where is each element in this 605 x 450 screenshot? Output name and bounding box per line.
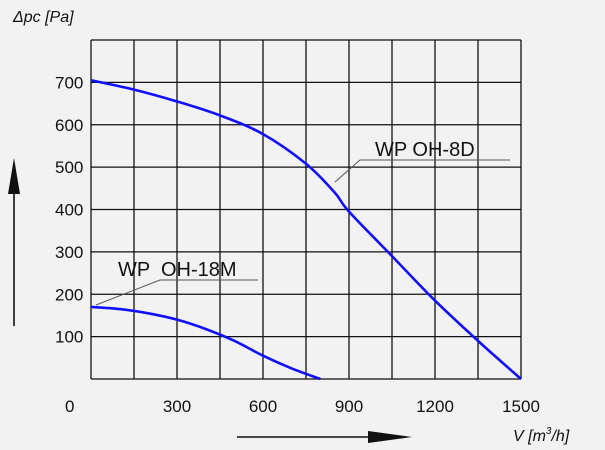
x-tick-label: 600: [249, 397, 277, 416]
y-tick-label: 500: [55, 158, 83, 177]
y-axis-title: Δpc [Pa]: [12, 9, 74, 26]
y-tick-label: 300: [55, 243, 83, 262]
series-label-wp-oh-18m: WP OH-18M: [118, 259, 237, 281]
x-direction-arrow-head: [368, 431, 412, 443]
x-tick-label: 300: [163, 397, 191, 416]
x-tick-label: 0: [65, 397, 74, 416]
x-axis-title: V [m3/h]: [513, 426, 570, 445]
y-tick-label: 600: [55, 116, 83, 135]
y-tick-label: 100: [55, 328, 83, 347]
series-label-wp-oh-8d: WP OH-8D: [375, 139, 475, 161]
x-tick-label: 900: [335, 397, 363, 416]
y-tick-label: 200: [55, 285, 83, 304]
y-direction-arrow-head: [8, 158, 20, 194]
series-line-1: [90, 78, 522, 380]
series-leader-line-2: [95, 279, 258, 306]
grid: [90, 39, 522, 380]
series-line-2: [90, 305, 321, 381]
y-tick-label: 700: [55, 73, 83, 92]
series-leader-line-1: [334, 159, 510, 183]
x-tick-label: 1200: [416, 397, 454, 416]
y-tick-label: 400: [55, 201, 83, 220]
x-tick-label: 1500: [502, 397, 540, 416]
